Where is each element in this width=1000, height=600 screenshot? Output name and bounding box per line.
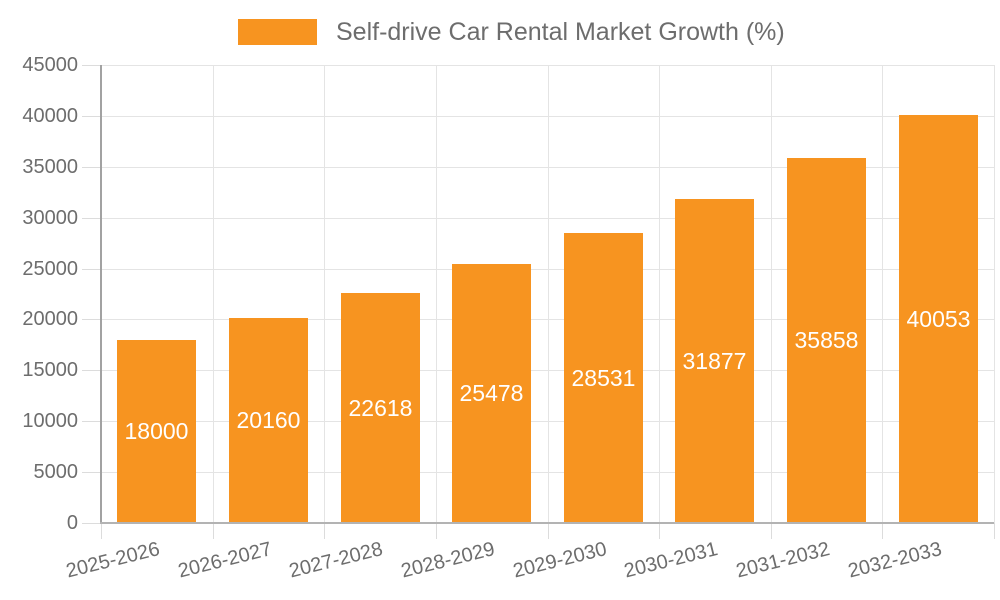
y-axis-tick-label: 10000 <box>22 410 78 432</box>
y-axis-tick-label: 35000 <box>22 156 78 178</box>
x-axis-tick <box>771 523 772 539</box>
y-axis-tick <box>82 269 101 270</box>
y-axis-tick <box>82 116 101 117</box>
x-axis-tick <box>101 523 102 539</box>
x-gridline <box>213 65 214 523</box>
x-gridline <box>994 65 995 523</box>
bar-value-label: 25478 <box>459 380 524 406</box>
y-axis-tick <box>82 65 101 66</box>
bar-value-label: 18000 <box>124 418 189 444</box>
y-gridline <box>101 269 994 270</box>
x-axis-tick <box>659 523 660 539</box>
y-gridline <box>101 472 994 473</box>
x-axis-tick <box>213 523 214 539</box>
y-axis-line <box>100 65 102 524</box>
x-axis-tick <box>436 523 437 539</box>
y-axis-tick <box>82 167 101 168</box>
y-axis-tick <box>82 218 101 219</box>
y-axis-tick-label: 20000 <box>22 308 78 330</box>
bar-value-label: 35858 <box>794 327 859 353</box>
x-gridline <box>771 65 772 523</box>
x-gridline <box>436 65 437 523</box>
y-axis-tick <box>82 421 101 422</box>
x-axis-tick-label: 2029-2030 <box>510 538 609 583</box>
bar-value-label: 20160 <box>236 407 301 433</box>
y-axis-tick-label: 45000 <box>22 54 78 76</box>
x-axis-tick-label: 2032-2033 <box>845 538 944 583</box>
x-axis-tick-label: 2025-2026 <box>63 538 163 583</box>
y-axis-tick <box>82 472 101 473</box>
y-gridline <box>101 319 994 320</box>
x-gridline <box>548 65 549 523</box>
bar-2026-2027[interactable]: 20160 <box>229 318 308 522</box>
y-axis-tick-label: 25000 <box>22 258 78 280</box>
bar-2030-2031[interactable]: 31877 <box>675 199 754 522</box>
x-axis-tick <box>994 523 995 539</box>
y-axis-tick <box>82 370 101 371</box>
y-axis-tick <box>82 523 101 524</box>
x-gridline <box>324 65 325 523</box>
x-axis-tick-label: 2027-2028 <box>287 538 386 583</box>
y-axis-tick-label: 30000 <box>22 207 78 229</box>
x-axis-tick <box>324 523 325 539</box>
y-axis-tick <box>82 319 101 320</box>
y-gridline <box>101 218 994 219</box>
chart-legend: Self-drive Car Rental Market Growth (%) <box>0 0 1000 56</box>
y-gridline <box>101 116 994 117</box>
x-gridline <box>882 65 883 523</box>
bar-value-label: 31877 <box>682 348 747 374</box>
x-axis-tick-label: 2030-2031 <box>622 538 721 583</box>
y-axis-tick-label: 40000 <box>22 105 78 127</box>
bar-2031-2032[interactable]: 35858 <box>787 158 866 522</box>
y-gridline <box>101 167 994 168</box>
bar-value-label: 28531 <box>571 365 636 391</box>
bar-value-label: 22618 <box>348 395 413 421</box>
x-axis-tick-label: 2026-2027 <box>175 538 274 583</box>
bar-2029-2030[interactable]: 28531 <box>564 233 643 522</box>
legend-swatch-icon[interactable] <box>238 19 317 45</box>
y-axis-tick-label: 0 <box>66 512 78 534</box>
x-axis-tick <box>882 523 883 539</box>
x-axis-tick <box>548 523 549 539</box>
x-axis-tick-label: 2031-2032 <box>733 538 832 583</box>
y-gridline <box>101 65 994 66</box>
bar-2027-2028[interactable]: 22618 <box>341 293 420 522</box>
bar-2028-2029[interactable]: 25478 <box>452 264 531 522</box>
legend-label[interactable]: Self-drive Car Rental Market Growth (%) <box>336 18 785 46</box>
y-gridline <box>101 370 994 371</box>
x-gridline <box>659 65 660 523</box>
x-axis-tick-label: 2028-2029 <box>398 538 498 583</box>
bar-2025-2026[interactable]: 18000 <box>117 340 196 522</box>
y-gridline <box>101 421 994 422</box>
y-axis-tick-label: 5000 <box>33 461 79 483</box>
y-axis-tick-label: 15000 <box>22 359 78 381</box>
bar-value-label: 40053 <box>906 306 971 332</box>
bar-2032-2033[interactable]: 40053 <box>899 115 978 522</box>
x-axis-line <box>100 522 994 524</box>
